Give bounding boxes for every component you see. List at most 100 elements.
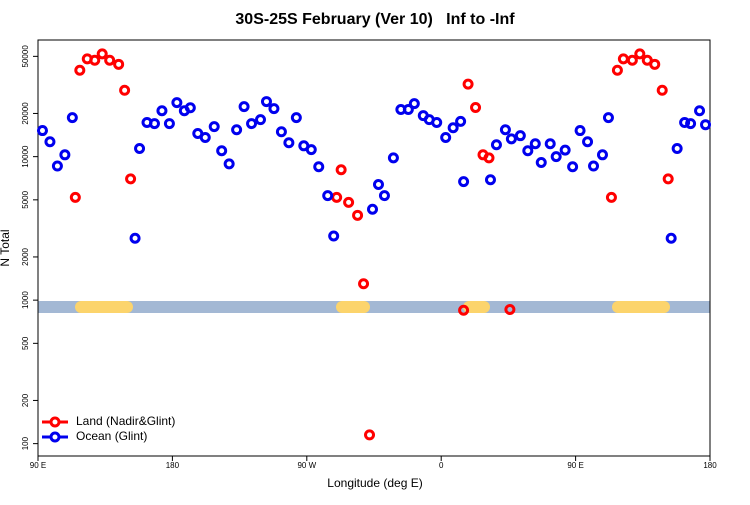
point bbox=[431, 116, 443, 128]
point bbox=[358, 278, 370, 290]
plot-frame bbox=[37, 39, 711, 457]
point bbox=[231, 124, 243, 136]
point bbox=[51, 160, 63, 172]
y-tick-label: 10000 bbox=[21, 145, 30, 168]
point bbox=[372, 178, 384, 190]
x-tick-label: 90 E bbox=[30, 461, 46, 470]
y-tick-label: 1000 bbox=[21, 291, 30, 309]
x-axis-label: Longitude (deg E) bbox=[327, 476, 422, 490]
point bbox=[550, 151, 562, 163]
legend-label: Land (Nadir&Glint) bbox=[76, 414, 175, 428]
point bbox=[69, 191, 81, 203]
point bbox=[129, 232, 141, 244]
point bbox=[378, 190, 390, 202]
point bbox=[484, 174, 496, 186]
point bbox=[364, 429, 376, 441]
point bbox=[74, 64, 86, 76]
point bbox=[255, 114, 267, 126]
point bbox=[694, 105, 706, 117]
point bbox=[163, 118, 175, 130]
land-segment bbox=[75, 301, 133, 313]
point bbox=[208, 121, 220, 133]
point bbox=[283, 137, 295, 149]
point bbox=[184, 102, 196, 114]
legend-label: Ocean (Glint) bbox=[76, 429, 147, 443]
point bbox=[700, 119, 712, 131]
point bbox=[559, 144, 571, 156]
point bbox=[322, 190, 334, 202]
point bbox=[671, 142, 683, 154]
y-tick-label: 100 bbox=[21, 436, 30, 450]
point bbox=[238, 101, 250, 113]
point bbox=[171, 97, 183, 109]
point bbox=[408, 98, 420, 110]
x-tick-label: 180 bbox=[166, 461, 180, 470]
point bbox=[313, 161, 325, 173]
surface-band bbox=[38, 301, 710, 313]
point bbox=[574, 125, 586, 137]
point bbox=[290, 112, 302, 124]
point bbox=[649, 58, 661, 70]
point bbox=[522, 145, 534, 157]
point bbox=[656, 84, 668, 96]
y-tick-label: 5000 bbox=[21, 190, 30, 208]
point bbox=[588, 160, 600, 172]
chart-title: 30S-25S February (Ver 10) Inf to -Inf bbox=[235, 11, 515, 28]
point bbox=[567, 161, 579, 173]
point bbox=[113, 58, 125, 70]
point bbox=[483, 152, 495, 164]
y-axis-label: N Total bbox=[0, 229, 12, 266]
legend-marker bbox=[49, 416, 61, 428]
point bbox=[544, 138, 556, 150]
x-tick-label: 90 W bbox=[297, 461, 316, 470]
land-segment bbox=[336, 301, 370, 313]
point bbox=[504, 304, 516, 316]
point bbox=[223, 158, 235, 170]
point bbox=[596, 149, 608, 161]
x-tick-label: 0 bbox=[439, 461, 444, 470]
point bbox=[662, 173, 674, 185]
point bbox=[535, 157, 547, 169]
point bbox=[685, 118, 697, 130]
point bbox=[402, 104, 414, 116]
point bbox=[148, 118, 160, 130]
y-tick-label: 20000 bbox=[21, 102, 30, 125]
point bbox=[343, 196, 355, 208]
point bbox=[331, 191, 343, 203]
point bbox=[352, 209, 364, 221]
x-tick-label: 180 bbox=[703, 461, 717, 470]
point bbox=[44, 136, 56, 148]
point bbox=[611, 64, 623, 76]
point bbox=[582, 136, 594, 148]
point bbox=[455, 115, 467, 127]
point bbox=[490, 139, 502, 151]
point bbox=[602, 112, 614, 124]
point bbox=[335, 164, 347, 176]
point bbox=[66, 112, 78, 124]
point bbox=[268, 103, 280, 115]
point bbox=[462, 78, 474, 90]
point bbox=[447, 122, 459, 134]
point bbox=[440, 131, 452, 143]
point bbox=[305, 144, 317, 156]
point bbox=[626, 54, 638, 66]
point bbox=[36, 125, 48, 137]
point bbox=[514, 130, 526, 142]
point bbox=[59, 149, 71, 161]
point bbox=[458, 304, 470, 316]
land-segment bbox=[463, 301, 490, 313]
point bbox=[119, 84, 131, 96]
point bbox=[89, 54, 101, 66]
y-tick-label: 500 bbox=[21, 336, 30, 350]
y-tick-label: 50000 bbox=[21, 45, 30, 68]
point bbox=[470, 102, 482, 114]
point bbox=[134, 142, 146, 154]
point bbox=[529, 138, 541, 150]
point bbox=[605, 191, 617, 203]
point bbox=[387, 152, 399, 164]
legend-marker bbox=[49, 431, 61, 443]
land-segment bbox=[612, 301, 670, 313]
point bbox=[260, 96, 272, 108]
point bbox=[679, 116, 691, 128]
